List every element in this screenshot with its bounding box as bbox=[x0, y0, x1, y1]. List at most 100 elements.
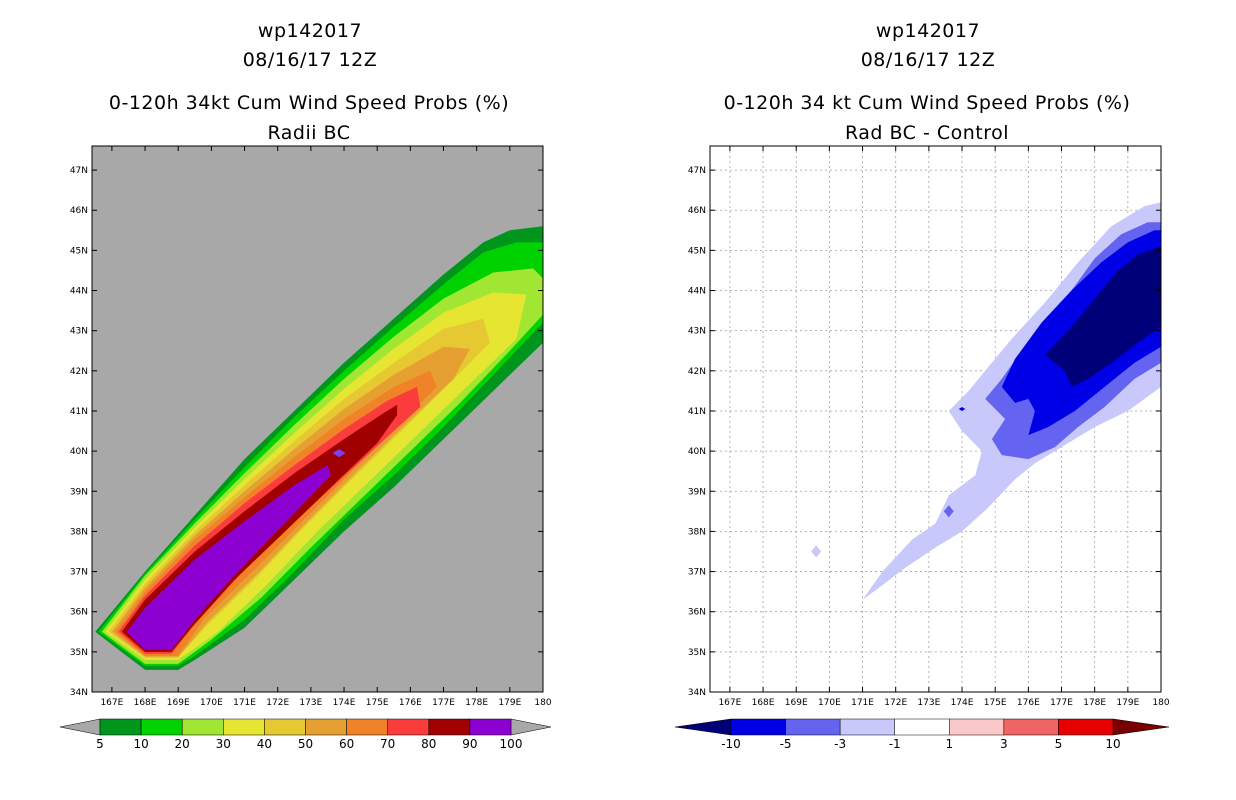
y-tick-label: 44N bbox=[688, 287, 706, 297]
y-tick-label: 38N bbox=[688, 527, 706, 537]
plot-frame bbox=[709, 145, 1162, 693]
left-subtitle: Radii BC bbox=[267, 122, 350, 144]
left-storm-id: wp142017 bbox=[258, 20, 362, 42]
contour-layer bbox=[95, 226, 543, 670]
colorbar-swatch bbox=[730, 718, 786, 736]
y-tick-label: 34N bbox=[688, 688, 706, 698]
y-tick-label: 44N bbox=[70, 287, 88, 297]
colorbar-label: 1 bbox=[945, 737, 953, 751]
x-tick-label: 177E bbox=[432, 698, 455, 708]
colorbar-label: 5 bbox=[1055, 737, 1063, 751]
y-tick-label: 42N bbox=[70, 367, 88, 377]
y-tick-label: 41N bbox=[70, 407, 88, 417]
colorbar-swatch bbox=[469, 718, 512, 736]
y-tick-label: 46N bbox=[70, 206, 88, 216]
x-tick-label: 169E bbox=[785, 698, 808, 708]
x-tick-label: 176E bbox=[399, 698, 422, 708]
colorbar-swatch bbox=[99, 718, 142, 736]
colorbar-label: -10 bbox=[721, 737, 741, 751]
y-tick-label: 47N bbox=[70, 166, 88, 176]
y-tick-label: 47N bbox=[688, 166, 706, 176]
colorbar-label: 60 bbox=[339, 737, 354, 751]
colorbar-swatch bbox=[839, 718, 895, 736]
contour-level-100-10 bbox=[332, 449, 346, 458]
colorbar-swatch bbox=[1058, 718, 1114, 736]
right-title: 0-120h 34 kt Cum Wind Speed Probs (%) bbox=[724, 92, 1131, 114]
x-tick-label: 170E bbox=[818, 698, 841, 708]
x-tick-label: 171E bbox=[851, 698, 874, 708]
right-storm-id: wp142017 bbox=[876, 20, 980, 42]
x-tick-label: 178E bbox=[465, 698, 488, 708]
plot-frame bbox=[91, 145, 544, 693]
colorbar-label: 5 bbox=[96, 737, 104, 751]
x-tick-label: 171E bbox=[233, 698, 256, 708]
colorbar-swatch bbox=[346, 718, 388, 736]
left-title: 0-120h 34kt Cum Wind Speed Probs (%) bbox=[109, 92, 509, 114]
x-tick-label: 175E bbox=[366, 698, 389, 708]
left-datetime: 08/16/17 12Z bbox=[243, 49, 378, 71]
y-tick-label: 42N bbox=[688, 367, 706, 377]
y-tick-label: 41N bbox=[688, 407, 706, 417]
colorbar-swatch bbox=[264, 718, 306, 736]
colorbar-swatch bbox=[387, 718, 430, 736]
colorbar-swatch bbox=[140, 718, 183, 736]
x-tick-label: 173E bbox=[917, 698, 940, 708]
y-tick-label: 45N bbox=[70, 246, 88, 256]
y-tick-label: 39N bbox=[70, 487, 88, 497]
colorbar-label: -5 bbox=[780, 737, 792, 751]
x-tick-label: 174E bbox=[333, 698, 356, 708]
colorbar-label: 50 bbox=[298, 737, 313, 751]
colorbar-label: 10 bbox=[1105, 737, 1120, 751]
contour-level-neg1-1 bbox=[811, 545, 822, 558]
colorbar-label: 40 bbox=[257, 737, 272, 751]
y-tick-label: 40N bbox=[688, 447, 706, 457]
colorbar-label: -1 bbox=[889, 737, 901, 751]
y-tick-label: 36N bbox=[688, 608, 706, 618]
y-tick-label: 36N bbox=[70, 608, 88, 618]
y-tick-label: 39N bbox=[688, 487, 706, 497]
x-tick-label: 180 bbox=[534, 698, 551, 708]
y-tick-label: 35N bbox=[688, 648, 706, 658]
right-subtitle: Rad BC - Control bbox=[845, 122, 1009, 144]
y-tick-label: 37N bbox=[70, 568, 88, 578]
colorbar-label: 90 bbox=[462, 737, 477, 751]
x-tick-label: 169E bbox=[167, 698, 190, 708]
x-tick-label: 167E bbox=[718, 698, 741, 708]
colorbar-swatch bbox=[428, 718, 471, 736]
x-tick-label: 167E bbox=[100, 698, 123, 708]
colorbar-label: 3 bbox=[1000, 737, 1008, 751]
y-tick-label: 43N bbox=[70, 327, 88, 337]
x-tick-label: 180 bbox=[1152, 698, 1169, 708]
x-tick-label: 168E bbox=[752, 698, 775, 708]
colorbar-right-arrow bbox=[510, 718, 552, 736]
y-tick-label: 45N bbox=[688, 246, 706, 256]
colorbar-label: 10 bbox=[133, 737, 148, 751]
colorbar-left-arrow bbox=[674, 718, 732, 736]
colorbar-left-arrow bbox=[59, 718, 101, 736]
x-tick-label: 176E bbox=[1017, 698, 1040, 708]
colorbar-label: 70 bbox=[380, 737, 395, 751]
x-tick-label: 170E bbox=[200, 698, 223, 708]
x-tick-label: 175E bbox=[984, 698, 1007, 708]
colorbar-label: 100 bbox=[500, 737, 523, 751]
contour-level-neg10-5 bbox=[1044, 246, 1161, 387]
contour-level-neg3-3 bbox=[943, 505, 954, 518]
x-tick-label: 178E bbox=[1083, 698, 1106, 708]
colorbar-swatch bbox=[181, 718, 224, 736]
colorbar-swatch bbox=[1003, 718, 1059, 736]
right-datetime: 08/16/17 12Z bbox=[861, 49, 996, 71]
colorbar-swatch bbox=[223, 718, 265, 736]
x-tick-label: 179E bbox=[498, 698, 521, 708]
colorbar-label: 30 bbox=[216, 737, 231, 751]
y-tick-label: 46N bbox=[688, 206, 706, 216]
colorbar-label: -3 bbox=[834, 737, 846, 751]
y-tick-label: 40N bbox=[70, 447, 88, 457]
x-tick-label: 173E bbox=[299, 698, 322, 708]
colorbar-swatch bbox=[785, 718, 841, 736]
x-tick-label: 172E bbox=[266, 698, 289, 708]
colorbar-swatch bbox=[949, 718, 1005, 736]
y-tick-label: 34N bbox=[70, 688, 88, 698]
y-tick-label: 37N bbox=[688, 568, 706, 578]
contour-layer bbox=[710, 146, 1161, 692]
contour-level-90-9 bbox=[126, 465, 331, 650]
